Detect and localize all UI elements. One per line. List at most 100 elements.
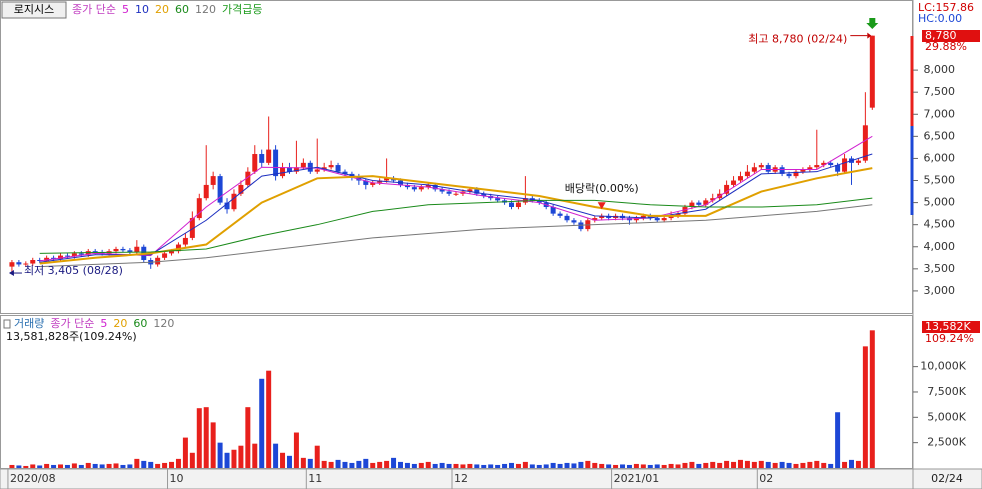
- y-tick-label: 4,000: [924, 240, 956, 253]
- moving-average-line: [39, 135, 873, 262]
- volume-bar: [280, 452, 286, 468]
- volume-bar: [758, 460, 764, 468]
- volume-bar: [259, 378, 265, 468]
- volume-bar: [273, 443, 279, 468]
- y-tick-label: 2,500K: [927, 436, 966, 449]
- candle-body: [293, 167, 299, 172]
- y-tick-label: 5,000K: [927, 410, 966, 423]
- volume-bar: [654, 464, 660, 468]
- candle-body: [175, 244, 181, 252]
- y-tick-label: 4,500: [924, 218, 956, 231]
- y-tick-label: 5,000: [924, 196, 956, 209]
- volume-bar: [765, 461, 771, 468]
- volume-bar: [321, 460, 327, 468]
- moving-average-line: [39, 167, 873, 265]
- volume-bar: [182, 437, 188, 468]
- volume-ratio: 109.24%: [925, 332, 974, 345]
- volume-bar: [210, 422, 216, 468]
- candle-body: [710, 198, 716, 201]
- volume-bar: [78, 464, 84, 468]
- candle-body: [724, 184, 730, 194]
- y-tick-label: 6,500: [924, 129, 956, 142]
- volume-bar: [356, 460, 362, 468]
- volume-bar: [286, 455, 292, 468]
- candle-body: [571, 220, 577, 223]
- volume-bar: [391, 457, 397, 468]
- volume-bar: [828, 463, 834, 468]
- candle-body: [668, 215, 674, 219]
- volume-bar: [363, 458, 369, 468]
- volume-bar: [543, 464, 549, 468]
- volume-bar: [869, 330, 875, 468]
- volume-bar: [821, 462, 827, 468]
- stock-name[interactable]: 로지시스: [14, 3, 54, 16]
- y-tick-label: 6,000: [924, 151, 956, 164]
- volume-bar: [578, 461, 584, 468]
- lc-label: LC:157.86: [918, 1, 974, 14]
- legend-entry: 60: [133, 317, 147, 330]
- volume-bar: [696, 463, 702, 468]
- candle-body: [300, 162, 306, 168]
- candle-body: [189, 218, 195, 238]
- volume-bar: [668, 463, 674, 468]
- candle-body: [564, 215, 570, 221]
- candle-body: [522, 198, 528, 203]
- candle-body: [314, 169, 320, 172]
- volume-bar: [717, 462, 723, 468]
- volume-bar: [370, 462, 376, 468]
- candle-body: [640, 215, 646, 219]
- volume-bar: [224, 452, 230, 468]
- candle-body: [467, 189, 473, 192]
- candle-body: [495, 198, 501, 201]
- candle-body: [592, 218, 598, 221]
- moving-average-line: [39, 204, 873, 268]
- x-axis-strip: [0, 468, 982, 489]
- annotation: 최고 8,780 (02/24): [748, 33, 847, 46]
- volume-bar: [404, 462, 410, 468]
- volume-bar: [515, 463, 521, 468]
- signal-legend: 가격급등: [222, 3, 262, 16]
- price-cursor: 8,780: [925, 29, 957, 42]
- volume-bar: [737, 459, 743, 468]
- candle-body: [370, 182, 376, 185]
- volume-bar: [786, 462, 792, 468]
- legend-entry: 5: [122, 3, 129, 16]
- volume-bar: [536, 464, 542, 468]
- volume-cursor: 13,582K: [925, 320, 971, 333]
- volume-bar: [772, 462, 778, 468]
- candle-body: [196, 198, 202, 219]
- candle-body: [92, 251, 98, 253]
- candle-body: [58, 255, 64, 260]
- candle-body: [765, 165, 771, 172]
- candle-body: [169, 251, 175, 254]
- candle-body: [224, 202, 230, 210]
- stock-name-box[interactable]: [1, 1, 67, 19]
- volume-bar: [848, 459, 854, 468]
- candle-body: [418, 187, 424, 190]
- volume-bar: [397, 461, 403, 468]
- candle-body: [286, 167, 292, 172]
- volume-bar: [509, 462, 515, 468]
- volume-bar: [495, 464, 501, 468]
- volume-bar: [99, 464, 105, 468]
- volume-bar: [349, 462, 355, 468]
- candle-body: [821, 162, 827, 166]
- candle-body: [71, 253, 77, 257]
- candle-body: [855, 160, 861, 163]
- candle-body: [474, 189, 480, 194]
- y-tick-label: 8,000: [924, 63, 956, 76]
- volume-bar: [307, 458, 313, 468]
- volume-bar: [335, 459, 341, 468]
- legend-entry: 10: [135, 3, 149, 16]
- volume-bar: [585, 460, 591, 468]
- volume-bar: [682, 462, 688, 468]
- candle-body: [134, 246, 140, 253]
- candle-body: [162, 253, 168, 258]
- legend-entry: 5: [100, 317, 107, 330]
- candle-body: [252, 154, 258, 172]
- volume-bar: [252, 443, 258, 468]
- volume-bar: [293, 432, 299, 468]
- candle-body: [793, 171, 799, 177]
- volume-bar: [564, 462, 570, 468]
- volume-bar: [550, 462, 556, 468]
